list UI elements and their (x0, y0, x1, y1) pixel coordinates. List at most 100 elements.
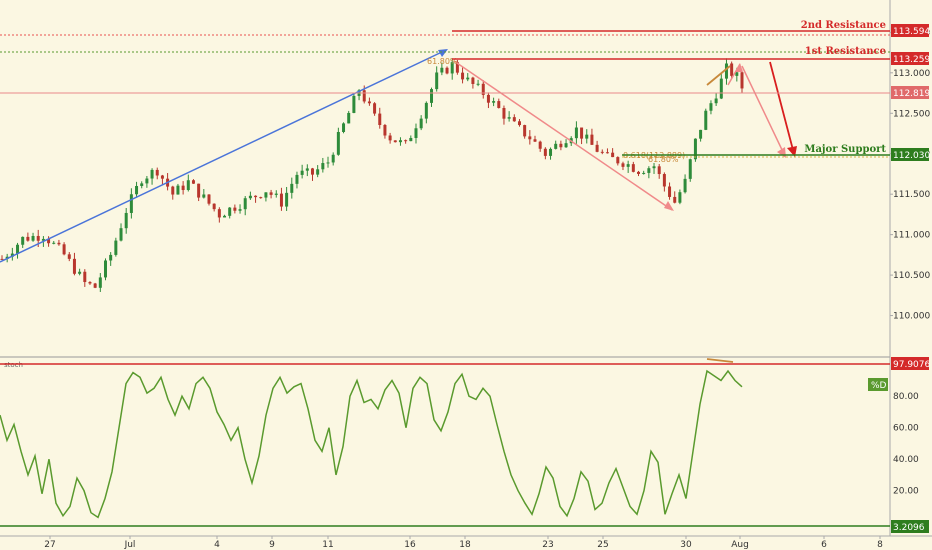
price-tick-label: 111.500 (893, 190, 930, 200)
candle-body (388, 135, 392, 141)
candle-body (466, 77, 470, 80)
candle-body (223, 215, 227, 218)
candle-body (559, 143, 563, 148)
candle-body (486, 94, 490, 103)
candle-body (67, 254, 71, 259)
time-tick-label: 6 (821, 540, 827, 550)
candle-body (481, 83, 485, 95)
time-tick-label: 30 (680, 540, 692, 550)
candle-body (248, 195, 252, 199)
badge-r2 (891, 24, 929, 37)
time-tick-label: 8 (877, 540, 883, 550)
candle-body (440, 67, 444, 73)
badge-r1 (891, 52, 929, 65)
candle-body (191, 180, 195, 184)
badge-r2-text: 113.594 (893, 27, 930, 37)
candle-body (383, 124, 387, 136)
candle-body (140, 183, 144, 186)
candle-body (274, 193, 278, 195)
candle-body (574, 127, 578, 139)
candle-body (704, 110, 708, 130)
candle-body (657, 166, 661, 175)
stoch-axis-ticks: 20.00 40.00 60.00 80.00 (893, 392, 919, 496)
candle-body (652, 166, 656, 169)
candle-body (186, 180, 190, 191)
candle-body (580, 127, 584, 139)
fib-label-top: 61.80% (427, 57, 458, 66)
candle-body (109, 254, 113, 261)
candle-body (254, 195, 258, 198)
price-tick-label: 113.000 (893, 69, 930, 79)
candle-body (740, 72, 744, 89)
price-tick-label: 110.000 (893, 312, 930, 322)
candle-body (626, 164, 630, 167)
candle-body (31, 235, 35, 241)
candle-body (445, 67, 449, 74)
candle-body (321, 163, 325, 170)
candle-body (611, 152, 615, 158)
candle-body (600, 151, 604, 153)
candle-body (160, 175, 164, 179)
candle-body (21, 236, 25, 245)
candle-body (699, 129, 703, 139)
candle-body (129, 194, 133, 213)
projection-down-line (741, 65, 785, 155)
candle-body (135, 185, 139, 195)
candle-body (88, 282, 92, 284)
candle-body (450, 62, 454, 74)
downtrend-arrow-line (453, 60, 673, 211)
candle-body (202, 194, 206, 198)
candle-body (326, 162, 330, 164)
candle-body (367, 101, 371, 104)
uptrend-arrowhead (438, 49, 448, 57)
candle-body (150, 169, 154, 179)
candle-body (72, 258, 76, 274)
major-support-label: Major Support (804, 144, 886, 155)
candle-body (373, 103, 377, 114)
stoch-tick-label: 60.00 (893, 424, 919, 434)
candle-body (279, 193, 283, 207)
candle-body (269, 192, 273, 195)
candle-body (512, 117, 516, 122)
candle-body (197, 183, 201, 198)
time-axis-ticks: 27 Jul 4 9 11 16 18 23 25 30 Aug 6 8 (44, 536, 883, 550)
candle-body (295, 174, 299, 184)
candle-body (471, 77, 475, 84)
candle-body (502, 107, 506, 119)
candle-body (233, 207, 237, 211)
candle-body (554, 143, 558, 149)
candle-body (507, 117, 511, 119)
candle-body (52, 242, 56, 244)
candle-body (642, 172, 646, 174)
candle-body (730, 63, 734, 76)
second-resistance-label: 2nd Resistance (801, 20, 886, 31)
candle-body (41, 238, 45, 241)
candle-body (300, 170, 304, 175)
time-tick-label: 9 (269, 540, 275, 550)
time-tick-label: 27 (44, 540, 55, 550)
candle-body (419, 118, 423, 129)
badge-support-text: 112.030 (893, 151, 930, 161)
candle-body (155, 169, 159, 176)
candle-body (719, 78, 723, 99)
candle-body (47, 238, 51, 244)
candle-body (424, 102, 428, 119)
badge-r1-text: 113.259 (893, 55, 930, 65)
candle-body (404, 140, 408, 142)
badge-stoch-upper (891, 357, 929, 370)
candle-body (238, 209, 242, 211)
candle-body (207, 194, 211, 204)
badge-stoch-lower-text: 3.2096 (893, 523, 925, 533)
candle-body (0, 258, 4, 260)
candle-body (414, 128, 418, 138)
candle-body (647, 168, 651, 173)
candle-body (352, 95, 356, 113)
candle-body (497, 101, 501, 108)
uptrend-line (0, 50, 445, 263)
candle-body (398, 140, 402, 143)
levels: 2nd Resistance 1st Resistance Major Supp… (0, 20, 890, 156)
candle-body (538, 141, 542, 149)
downtrend-arrowhead (664, 201, 674, 211)
badge-current (891, 86, 929, 99)
badge-pct-d-text: %D (871, 381, 887, 391)
